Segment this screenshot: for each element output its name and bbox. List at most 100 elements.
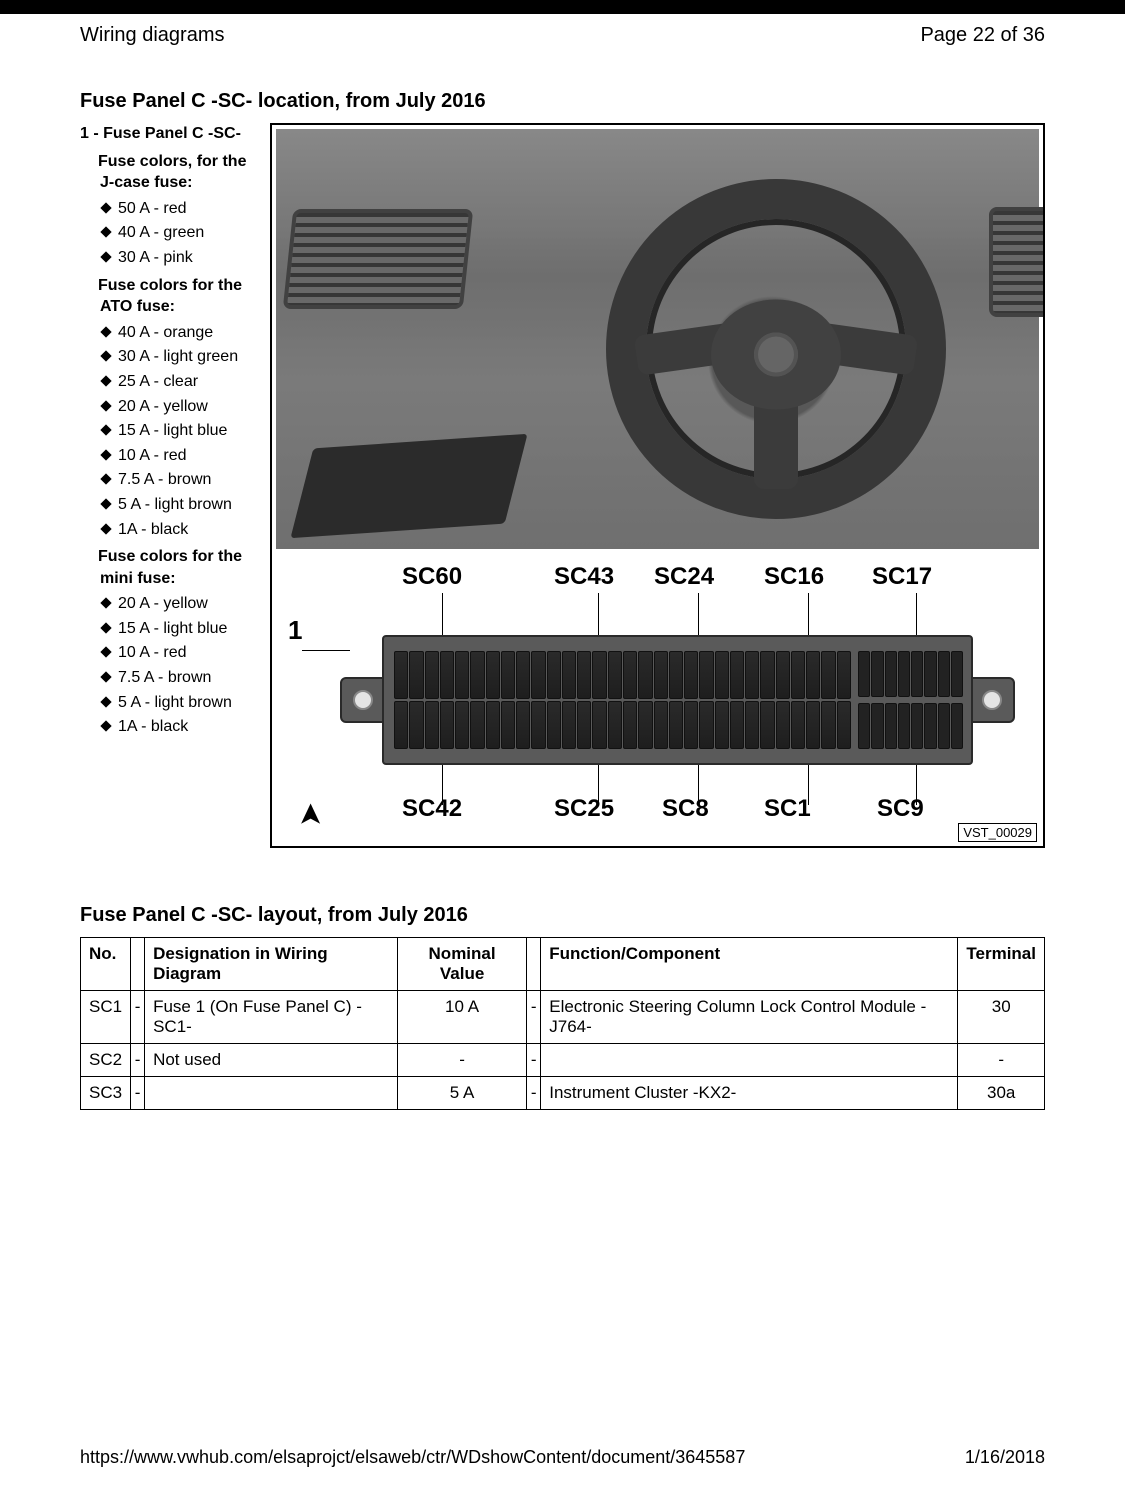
- fuse-slot: [409, 651, 423, 699]
- fuse-slot: [684, 651, 698, 699]
- fuse-slot: [806, 701, 820, 749]
- table-cell: -: [131, 991, 145, 1044]
- section1-body: 1 - Fuse Panel C -SC- Fuse colors, for t…: [80, 123, 1045, 848]
- fuse-slot: [608, 651, 622, 699]
- fuse-body: [382, 635, 973, 765]
- callout-line: [302, 650, 350, 651]
- table-cell: -: [131, 1077, 145, 1110]
- table-cell: [541, 1044, 958, 1077]
- table-cell: Instrument Cluster -KX2-: [541, 1077, 958, 1110]
- section1-title: Fuse Panel C -SC- location, from July 20…: [80, 90, 1045, 113]
- table-cell: Electronic Steering Column Lock Control …: [541, 991, 958, 1044]
- fuse-slot: [837, 651, 851, 699]
- fuse-slot: [470, 651, 484, 699]
- header-right: Page 22 of 36: [920, 24, 1045, 47]
- fuse-slot: [760, 701, 774, 749]
- fuse-slot: [806, 651, 820, 699]
- item-1-title: 1 - Fuse Panel C -SC-: [100, 123, 260, 145]
- table-row: SC2-Not used---: [81, 1044, 1045, 1077]
- fuse-slot: [654, 651, 668, 699]
- table-body: SC1-Fuse 1 (On Fuse Panel C) -SC1-10 A-E…: [81, 991, 1045, 1110]
- fuse-layout-table: No.Designation in Wiring DiagramNominal …: [80, 937, 1045, 1110]
- fuse-slot: [547, 701, 561, 749]
- air-vent-left: [283, 209, 474, 309]
- fuse-slot: [394, 651, 408, 699]
- fuse-color-item: 10 A - red: [100, 445, 260, 467]
- figure-id: VST_00029: [958, 823, 1037, 842]
- ato-list: 40 A - orange30 A - light green25 A - cl…: [100, 322, 260, 540]
- fuse-label: SC17: [872, 563, 932, 591]
- fuse-row-top: [394, 651, 851, 699]
- table-cell: -: [527, 1077, 541, 1110]
- page-footer: https://www.vwhub.com/elsaprojct/elsaweb…: [80, 1447, 1045, 1468]
- fuse-color-item: 40 A - orange: [100, 322, 260, 344]
- fuse-slot: [516, 651, 530, 699]
- fuse-slot: [776, 701, 790, 749]
- fuse-row-bottom: [394, 701, 851, 749]
- table-cell: Not used: [145, 1044, 398, 1077]
- fuse-color-item: 7.5 A - brown: [100, 667, 260, 689]
- fuse-label: SC42: [402, 795, 462, 823]
- fuse-slot: [425, 651, 439, 699]
- fuse-slot: [547, 651, 561, 699]
- fuse-slot: [821, 651, 835, 699]
- mini-heading: Fuse colors for the mini fuse:: [100, 546, 260, 589]
- fuse-slot: [745, 701, 759, 749]
- col-header: No.: [81, 938, 131, 991]
- fuse-slot: [440, 651, 454, 699]
- fuse-color-item: 7.5 A - brown: [100, 469, 260, 491]
- wheel-hub: [711, 300, 841, 410]
- fuse-slot: [425, 701, 439, 749]
- fuse-label: SC43: [554, 563, 614, 591]
- steering-wheel: [606, 179, 946, 519]
- header-left: Wiring diagrams: [80, 24, 224, 47]
- fuse-right-bank: [858, 651, 963, 749]
- fuse-slot: [592, 701, 606, 749]
- fuse-slot: [638, 701, 652, 749]
- col-header: Function/Component: [541, 938, 958, 991]
- table-cell: 30a: [958, 1077, 1045, 1110]
- fuse-slot: [699, 701, 713, 749]
- table-cell: Fuse 1 (On Fuse Panel C) -SC1-: [145, 991, 398, 1044]
- fuse-slot: [791, 701, 805, 749]
- fuse-label: SC9: [877, 795, 924, 823]
- table-cell: -: [131, 1044, 145, 1077]
- table-header-row: No.Designation in Wiring DiagramNominal …: [81, 938, 1045, 991]
- fuse-slot: [455, 701, 469, 749]
- section2-title: Fuse Panel C -SC- layout, from July 2016: [80, 904, 1045, 927]
- jcase-heading: Fuse colors, for the J-case fuse:: [100, 151, 260, 194]
- fuse-color-item: 40 A - green: [100, 222, 260, 244]
- fuse-color-specs: 1 - Fuse Panel C -SC- Fuse colors, for t…: [80, 123, 260, 848]
- mini-list: 20 A - yellow15 A - light blue10 A - red…: [100, 593, 260, 738]
- fuse-slot: [592, 651, 606, 699]
- fuse-slot: [409, 701, 423, 749]
- fuse-color-item: 1A - black: [100, 716, 260, 738]
- callout-line: [598, 593, 599, 635]
- table-head: No.Designation in Wiring DiagramNominal …: [81, 938, 1045, 991]
- fuse-color-item: 25 A - clear: [100, 371, 260, 393]
- fuse-slot: [577, 651, 591, 699]
- jcase-list: 50 A - red40 A - green30 A - pink: [100, 198, 260, 269]
- table-cell: -: [958, 1044, 1045, 1077]
- col-header: [527, 938, 541, 991]
- fuse-color-item: 5 A - light brown: [100, 494, 260, 516]
- page-header: Wiring diagrams Page 22 of 36: [80, 24, 1045, 47]
- fuse-slot: [669, 651, 683, 699]
- fuse-color-item: 20 A - yellow: [100, 593, 260, 615]
- callout-line: [698, 593, 699, 635]
- fuse-color-item: 10 A - red: [100, 642, 260, 664]
- fuse-slot: [638, 651, 652, 699]
- fuse-label: SC60: [402, 563, 462, 591]
- fuse-slot: [455, 651, 469, 699]
- fuse-slot: [516, 701, 530, 749]
- table-row: SC1-Fuse 1 (On Fuse Panel C) -SC1-10 A-E…: [81, 991, 1045, 1044]
- fuse-label: SC1: [764, 795, 811, 823]
- fuse-slot: [531, 701, 545, 749]
- mounting-ear: [340, 677, 386, 723]
- fuse-slot: [623, 651, 637, 699]
- fuse-slot: [837, 701, 851, 749]
- fuse-slot: [791, 651, 805, 699]
- table-cell: [145, 1077, 398, 1110]
- callout-1: 1: [288, 615, 302, 646]
- fuse-slot: [562, 701, 576, 749]
